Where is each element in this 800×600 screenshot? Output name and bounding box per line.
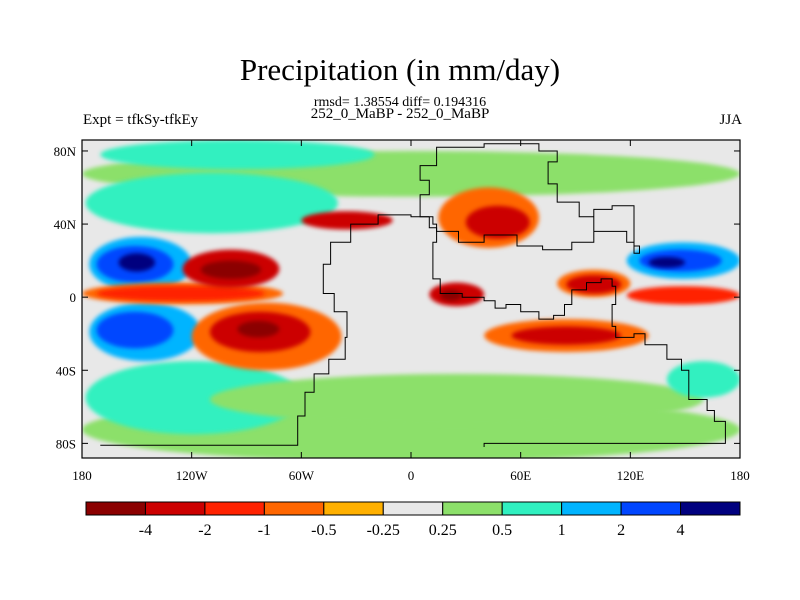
northern-coastline — [419, 143, 640, 254]
region-npac-dry-darkred — [200, 260, 262, 279]
colorbar-swatch — [144, 501, 206, 516]
lon-tick-label: 60E — [510, 468, 531, 483]
lat-tick-label: 0 — [70, 290, 77, 305]
colorbar-label: -2 — [198, 522, 211, 539]
region-tethys-north-red — [301, 211, 393, 230]
lon-tick-label: 60W — [289, 468, 315, 483]
coastlines — [100, 143, 726, 447]
region-north-pacific-navy — [118, 253, 156, 272]
experiment-label: Expt = tfkSy-tfkEy — [83, 112, 199, 128]
map-axes: 180 120W 60W 0 60E 120E 180 80N 40N 0 40S 80S — [54, 140, 750, 483]
region-north-pacific-turquoise — [85, 172, 338, 234]
colorbar-label: -4 — [139, 522, 152, 539]
colorbar-swatch — [204, 501, 265, 516]
colorbar-label: 0.5 — [492, 522, 512, 539]
lon-tick-label: 120W — [176, 468, 209, 483]
colorbar-swatch — [85, 501, 146, 516]
region-south-gondwana-green — [209, 373, 704, 426]
colorbar-swatch — [382, 501, 444, 516]
colorbar-swatch — [442, 501, 503, 516]
region-east-tethys-navy — [648, 256, 686, 268]
lon-tick-label: 120E — [617, 468, 645, 483]
region-east-tethys-south-red — [511, 326, 622, 345]
colorbar-swatch — [680, 501, 741, 516]
colorbar-label: -0.25 — [367, 522, 400, 539]
precip-regions — [82, 140, 740, 458]
colorbar-label: 0.25 — [429, 522, 457, 539]
region-tethys-east-red — [566, 275, 622, 294]
colorbar-swatch — [620, 501, 682, 516]
subtitle: 252_0_MaBP - 252_0_MaBP — [310, 106, 490, 122]
region-south-pacific-blue — [96, 311, 174, 349]
region-equatorial-pacific-red — [96, 286, 265, 301]
lat-tick-label: 80S — [56, 436, 76, 451]
region-east-tethys-equator-red — [626, 286, 740, 305]
colorbar-label: 2 — [617, 522, 625, 539]
colorbar-label: -0.5 — [311, 522, 336, 539]
lon-tick-label: 180 — [730, 468, 750, 483]
region-tethys-west-darkred — [440, 289, 463, 301]
colorbar-swatch — [561, 501, 622, 516]
lat-tick-label: 80N — [54, 144, 77, 159]
lon-tick-label: 180 — [72, 468, 92, 483]
pangaea-coastline — [100, 214, 726, 447]
lon-tick-label: 0 — [408, 468, 415, 483]
colorbar-swatch — [263, 501, 325, 516]
stats-line: rmsd= 1.38554 diff= 0.194316 — [313, 95, 487, 110]
region-asia-red — [465, 205, 530, 239]
lat-tick-label: 40N — [54, 217, 77, 232]
colorbar-swatch — [323, 501, 384, 516]
region-south-gondwana-turquoise — [666, 361, 740, 398]
colorbar: -4 -2 -1 -0.5 -0.25 0.25 0.5 1 2 4 — [85, 501, 741, 539]
region-spac-dry-darkred — [237, 320, 280, 338]
colorbar-swatch — [501, 501, 563, 516]
region-south-pacific-turquoise — [85, 361, 302, 435]
page-title: Precipitation (in mm/day) — [239, 52, 561, 87]
season-label: JJA — [719, 112, 742, 128]
colorbar-label: 4 — [677, 522, 685, 539]
colorbar-label: -1 — [258, 522, 271, 539]
colorbar-label: 1 — [558, 522, 566, 539]
region-arctic-turquoise — [100, 140, 375, 170]
lat-tick-label: 40S — [56, 363, 76, 378]
